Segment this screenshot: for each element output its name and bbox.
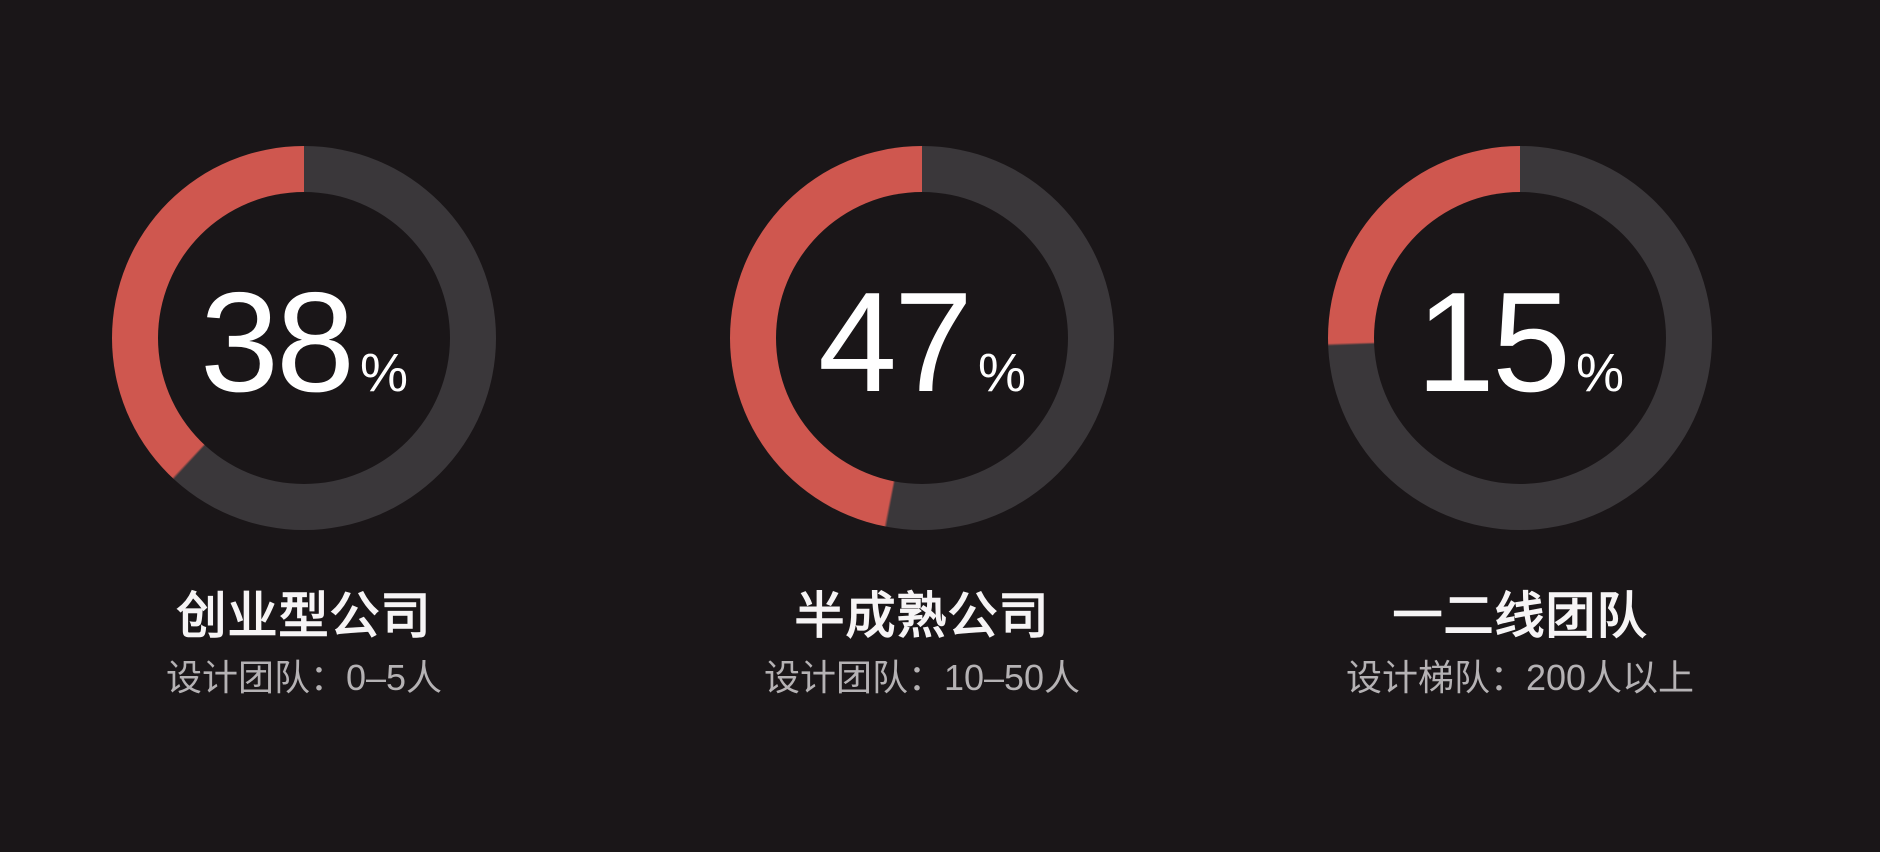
gauge-title: 创业型公司 <box>176 588 432 644</box>
donut-hole <box>1374 192 1666 484</box>
percent-value-row: 38 % <box>200 272 408 414</box>
donut-center: 47 % <box>730 146 1114 530</box>
percent-sign: % <box>359 343 408 403</box>
gauge-title: 半成熟公司 <box>794 588 1050 644</box>
donut-chart: 38 % <box>112 146 496 530</box>
donut-chart: 15 % <box>1328 146 1712 530</box>
gauge-subtitle: 设计团队：10–50人 <box>763 657 1081 698</box>
percent-sign: % <box>977 343 1026 403</box>
gauge-subtitle: 设计梯队：200人以上 <box>1345 657 1695 698</box>
gauge-semi-mature-company: 47 % 半成熟公司 设计团队：10–50人 <box>690 146 1154 699</box>
percent-value-row: 47 % <box>818 272 1026 414</box>
percent-value-row: 15 % <box>1416 272 1624 414</box>
percent-value: 15 <box>1416 263 1571 422</box>
donut-center: 15 % <box>1328 146 1712 530</box>
percent-value: 47 <box>818 263 973 422</box>
gauge-subtitle: 设计团队：0–5人 <box>165 657 443 698</box>
donut-center: 38 % <box>112 146 496 530</box>
gauge-title: 一二线团队 <box>1392 588 1648 644</box>
percent-sign: % <box>1575 343 1624 403</box>
donut-hole <box>158 192 450 484</box>
donut-chart: 47 % <box>730 146 1114 530</box>
gauge-tier-one-two-team: 15 % 一二线团队 设计梯队：200人以上 <box>1288 146 1752 699</box>
donut-hole <box>776 192 1068 484</box>
percent-value: 38 <box>200 263 355 422</box>
gauge-startup-company: 38 % 创业型公司 设计团队：0–5人 <box>72 146 536 699</box>
